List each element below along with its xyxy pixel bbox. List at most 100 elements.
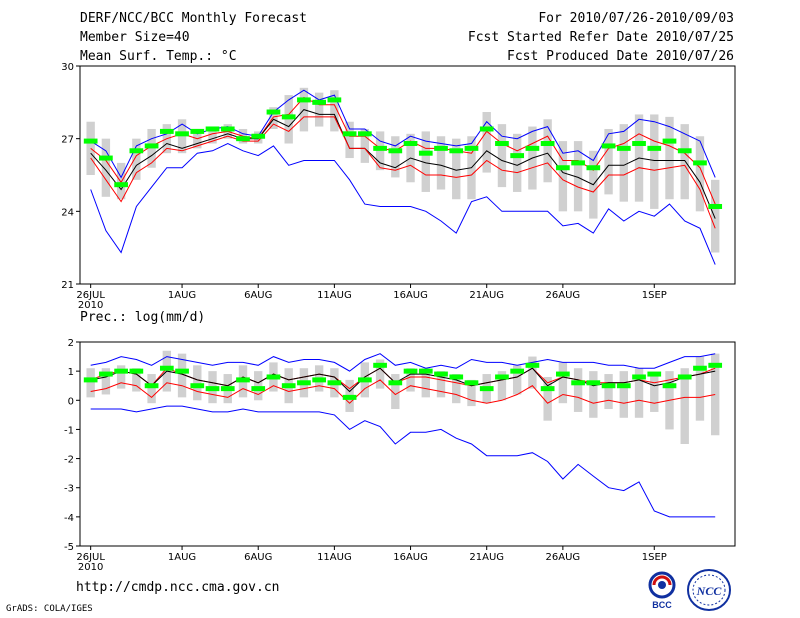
temp-median-mark <box>495 141 509 147</box>
precip-min-line <box>90 405 716 518</box>
forecast-started-date: Fcst Started Refer Date 2010/07/25 <box>467 30 734 45</box>
temp-spread-box <box>421 131 430 192</box>
precip-spread-box <box>391 374 400 410</box>
temp-median-mark <box>190 128 205 134</box>
temp-median-mark <box>616 145 631 151</box>
precip-median-mark <box>190 383 205 389</box>
precip-spread-box <box>497 371 507 401</box>
precip-spread-box <box>619 371 628 418</box>
precip-spread-box <box>604 374 613 410</box>
precip-mean-line <box>90 367 716 393</box>
precip-median-mark <box>357 377 372 383</box>
temp-spread-box <box>512 133 522 192</box>
temp-median-mark <box>236 136 250 142</box>
temp-spread-box <box>650 114 659 209</box>
precip-spread-box <box>650 374 659 412</box>
forecast-produced-date: Fcst Produced Date 2010/07/26 <box>507 49 734 64</box>
precip-median-mark <box>418 368 433 374</box>
temp-median-mark <box>297 97 311 103</box>
temp-spread-box <box>680 124 689 200</box>
precip-median-mark <box>601 383 616 389</box>
temp-spread-box <box>604 128 613 195</box>
temp-median-mark <box>632 141 646 147</box>
temp-spread-box <box>269 107 278 129</box>
precip-median-mark <box>616 383 631 389</box>
precip-median-mark <box>281 383 296 389</box>
temp-median-mark <box>571 160 585 166</box>
precip-median-mark <box>571 380 585 386</box>
precip-ytick-label: -5 <box>64 542 74 553</box>
temp-spread-box <box>314 92 324 127</box>
temp-median-mark <box>586 165 601 171</box>
precip-median-mark <box>556 371 570 377</box>
precip-spread-box <box>375 359 385 389</box>
precip-median-mark <box>144 383 159 389</box>
precip-median-mark <box>403 368 418 374</box>
precip-median-mark <box>434 371 448 377</box>
temp-plot-frame <box>79 65 736 285</box>
precip-median-mark <box>479 386 494 392</box>
precip-spread-box <box>421 368 430 398</box>
temp-xtick-year: 2010 <box>78 300 103 311</box>
temp-spread-box <box>695 136 705 212</box>
precip-xtick-year: 2010 <box>78 562 103 573</box>
precip-spread-box <box>177 353 187 398</box>
precip-xtick-label: 11AUG <box>317 552 352 563</box>
precip-xtick-label: 26JUL <box>76 552 105 563</box>
precip-median-mark <box>662 383 677 389</box>
temp-median-mark <box>159 128 174 134</box>
precip-median-mark <box>449 374 464 380</box>
precip-spread-box <box>147 374 156 404</box>
temp-spread-box <box>360 128 370 163</box>
precip-max-line <box>90 353 716 372</box>
precip-median-mark <box>83 377 98 383</box>
temp-spread-box <box>101 138 111 197</box>
temp-median-mark <box>403 141 418 147</box>
forecast-period: For 2010/07/26-2010/09/03 <box>538 11 734 26</box>
precip-spread-box <box>528 356 537 389</box>
temp-xtick-label: 1AUG <box>168 290 196 301</box>
precip-spread-box <box>452 374 461 404</box>
precip-median-mark <box>464 380 479 386</box>
variable-label: Mean Surf. Temp.: °C <box>80 49 237 64</box>
temp-median-mark <box>540 141 555 147</box>
temp-spread-box <box>711 179 720 253</box>
precip-xtick-label: 6AUG <box>244 552 272 563</box>
precip-median-mark <box>586 380 601 386</box>
precip-spread-box <box>406 368 415 392</box>
precip-spread-box <box>680 368 689 444</box>
precip-spread-box <box>711 353 720 436</box>
precip-spread-box <box>695 356 705 421</box>
precip-spread-box <box>573 368 583 412</box>
precip-xtick-label: 1SEP <box>642 552 667 563</box>
precip-median-mark <box>297 380 311 386</box>
temp-xtick-label: 16AUG <box>393 290 428 301</box>
precip-spread-box <box>558 362 568 404</box>
precip-median-mark <box>540 386 555 392</box>
precip-xtick-label: 26AUG <box>546 552 581 563</box>
temp-xtick-label: 1SEP <box>642 290 667 301</box>
precip-spread-box <box>132 368 141 392</box>
temp-ytick-label: 24 <box>61 207 74 218</box>
svg-text:NCC: NCC <box>696 584 723 598</box>
precip-spread-box <box>512 365 522 395</box>
precip-median-mark <box>129 368 144 374</box>
precip-plot-frame <box>79 341 736 547</box>
precip-median-mark <box>205 386 220 392</box>
precip-spread-box <box>254 371 263 401</box>
temp-spread-box <box>391 136 400 178</box>
temp-median-mark <box>205 126 220 132</box>
temp-spread-box <box>558 141 568 212</box>
precip-median-mark <box>114 368 128 374</box>
precip-xtick-label: 16AUG <box>393 552 428 563</box>
svg-text:BCC: BCC <box>652 600 672 610</box>
precip-spread-box <box>467 379 476 407</box>
precip-median-mark <box>510 368 525 374</box>
footer-url[interactable]: http://cmdp.ncc.cma.gov.cn <box>76 580 280 595</box>
temp-xtick-label: 26JUL <box>76 290 105 301</box>
precip-median-mark <box>99 371 113 377</box>
temp-spread-box <box>497 124 507 188</box>
temp-spread-box <box>619 124 628 202</box>
precip-spread-box <box>101 368 111 395</box>
